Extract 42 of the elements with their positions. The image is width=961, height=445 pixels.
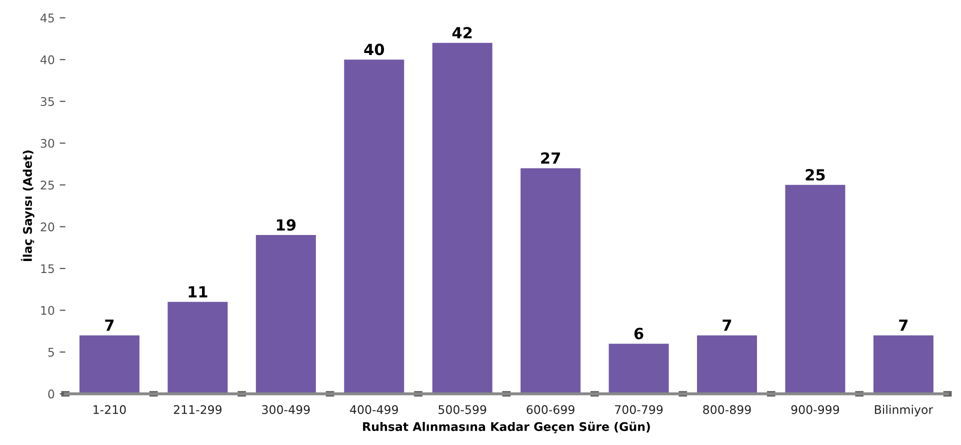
bar [256,235,316,394]
bar [785,184,846,394]
y-tick-label: 5 [48,348,54,357]
data-label: 7 [105,320,114,331]
y-tick-label: 15 [41,264,54,274]
y-tick-label: 35 [40,97,54,106]
y-tick-label: 25 [40,180,54,190]
bar [520,168,581,394]
data-label: 7 [722,320,732,331]
x-tick-label: 700-799 [615,405,663,414]
y-tick-label: 10 [41,306,54,315]
bar [168,302,228,394]
x-tick-label: 400-499 [350,405,398,414]
data-label: 6 [634,328,644,340]
y-tick-label: 20 [40,222,54,232]
x-tick-label: Bilinmiyor [874,404,934,416]
x-tick-label: 211-299 [174,405,222,414]
bar [873,335,934,394]
x-tick-label: 800-899 [703,405,751,414]
bar [697,335,757,394]
data-label: 27 [541,152,560,164]
x-tick-label: 300-499 [262,405,310,414]
y-axis-title: İlaç Sayısı (Adet) [20,150,34,262]
data-label: 42 [452,26,472,38]
bar [344,60,404,394]
y-tick-label: 45 [40,14,54,22]
data-label: 7 [899,320,908,331]
y-tick-label: 30 [40,138,54,148]
data-label: 25 [806,169,825,181]
data-label: 19 [276,219,296,231]
x-tick-label: 1-210 [94,405,126,414]
data-label: 40 [364,44,384,56]
x-tick-label: 900-999 [791,405,840,414]
x-tick-label: 600-699 [526,405,574,414]
bar [432,42,492,394]
data-label: 11 [188,286,208,298]
y-tick-label: 0 [48,390,54,398]
bar [608,344,669,394]
y-tick-label: 40 [40,55,54,64]
x-tick-label: 500-599 [438,405,486,414]
bar [79,335,140,394]
x-axis-title: Ruhsat Alınmasına Kadar Geçen Süre (Gün) [363,422,650,434]
